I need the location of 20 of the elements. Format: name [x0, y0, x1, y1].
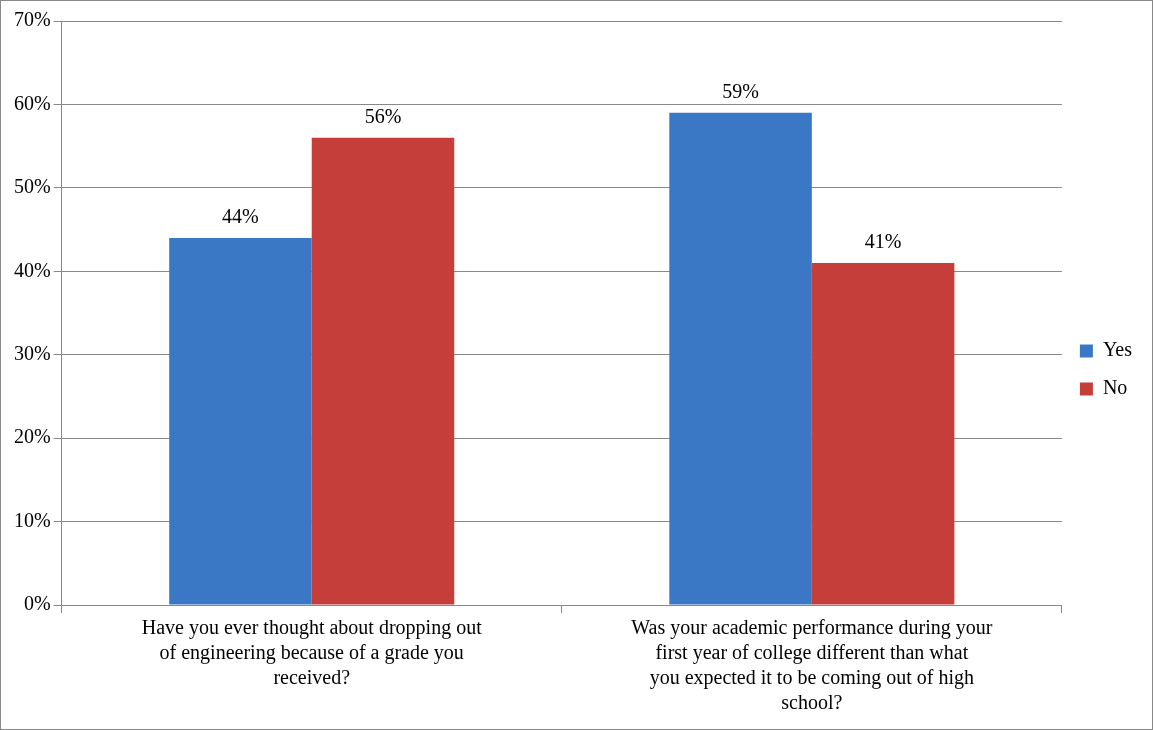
- y-tick-label: 70%: [13, 8, 51, 31]
- x-tick-label: Have you ever thought about dropping out of engineering because of a grade you received?: [141, 615, 483, 688]
- y-tick-label: 0%: [23, 592, 51, 615]
- y-tick-label: 10%: [13, 508, 51, 531]
- legend-label: Yes: [1102, 338, 1133, 361]
- legend-label: No: [1102, 376, 1128, 399]
- x-tick-label: Was your academic performance during your first year of college different than what you expected it to be coming out of high school?: [631, 615, 993, 713]
- bar: [169, 237, 312, 605]
- data-label: 56%: [364, 105, 402, 128]
- data-label: 59%: [722, 80, 759, 103]
- y-tick-label: 30%: [13, 341, 51, 364]
- data-label: 41%: [864, 230, 902, 253]
- y-tick-label: 50%: [13, 175, 51, 198]
- data-label: 44%: [222, 205, 259, 228]
- bar: [311, 137, 455, 605]
- y-tick-label: 20%: [13, 425, 51, 448]
- bar: [669, 112, 812, 605]
- y-tick-label: 40%: [13, 258, 51, 281]
- y-tick-label: 60%: [13, 91, 51, 114]
- bar: [811, 262, 955, 605]
